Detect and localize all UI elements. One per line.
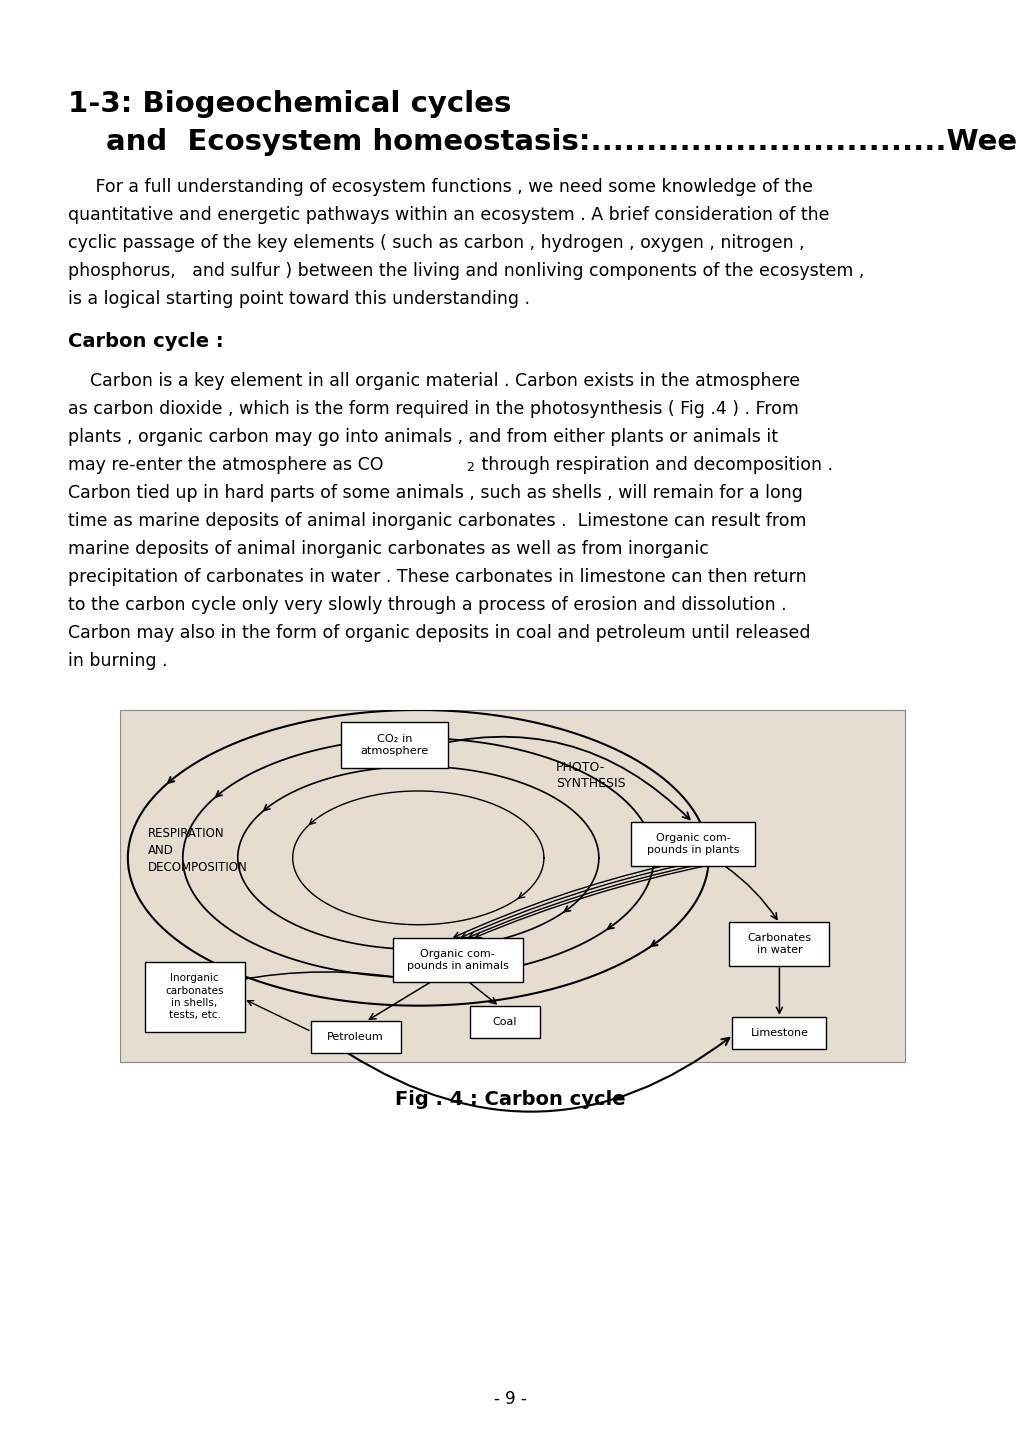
Text: Petroleum: Petroleum [327,1031,383,1041]
Text: time as marine deposits of animal inorganic carbonates .  Limestone can result f: time as marine deposits of animal inorga… [68,512,806,531]
Text: RESPIRATION
AND
DECOMPOSITION: RESPIRATION AND DECOMPOSITION [148,828,247,874]
Text: may re-enter the atmosphere as CO: may re-enter the atmosphere as CO [68,456,383,474]
Text: For a full understanding of ecosystem functions , we need some knowledge of the: For a full understanding of ecosystem fu… [68,177,812,196]
Text: quantitative and energetic pathways within an ecosystem . A brief consideration : quantitative and energetic pathways with… [68,206,828,224]
FancyBboxPatch shape [469,1005,539,1038]
Text: Fig . 4 : Carbon cycle: Fig . 4 : Carbon cycle [394,1090,625,1109]
Text: phosphorus,   and sulfur ) between the living and nonliving components of the ec: phosphorus, and sulfur ) between the liv… [68,262,863,280]
Text: through respiration and decomposition .: through respiration and decomposition . [476,456,833,474]
Text: Organic com-
pounds in plants: Organic com- pounds in plants [646,832,739,855]
Text: Inorganic
carbonates
in shells,
tests, etc.: Inorganic carbonates in shells, tests, e… [165,973,223,1021]
Text: Organic com-
pounds in animals: Organic com- pounds in animals [407,949,508,970]
Text: cyclic passage of the key elements ( such as carbon , hydrogen , oxygen , nitrog: cyclic passage of the key elements ( suc… [68,234,804,252]
Text: Coal: Coal [492,1017,517,1027]
FancyBboxPatch shape [120,709,904,1061]
Text: Carbon tied up in hard parts of some animals , such as shells , will remain for : Carbon tied up in hard parts of some ani… [68,485,802,502]
Text: Carbon may also in the form of organic deposits in coal and petroleum until rele: Carbon may also in the form of organic d… [68,624,810,642]
FancyBboxPatch shape [631,822,754,865]
FancyBboxPatch shape [310,1021,400,1053]
FancyBboxPatch shape [341,722,447,769]
FancyBboxPatch shape [392,937,522,982]
Text: 1-3: Biogeochemical cycles: 1-3: Biogeochemical cycles [68,89,511,118]
Text: Carbonates
in water: Carbonates in water [747,933,810,955]
Text: - 9 -: - 9 - [493,1390,526,1407]
FancyBboxPatch shape [732,1017,825,1048]
Text: marine deposits of animal inorganic carbonates as well as from inorganic: marine deposits of animal inorganic carb… [68,539,708,558]
FancyBboxPatch shape [145,962,245,1032]
Text: as carbon dioxide , which is the form required in the photosynthesis ( Fig .4 ) : as carbon dioxide , which is the form re… [68,399,798,418]
Text: to the carbon cycle only very slowly through a process of erosion and dissolutio: to the carbon cycle only very slowly thr… [68,596,786,614]
Text: CO₂ in
atmosphere: CO₂ in atmosphere [361,734,428,757]
Text: Limestone: Limestone [750,1028,808,1038]
Text: in burning .: in burning . [68,652,167,671]
Text: Carbon is a key element in all organic material . Carbon exists in the atmospher: Carbon is a key element in all organic m… [68,372,799,389]
Text: PHOTO-
SYNTHESIS: PHOTO- SYNTHESIS [555,760,625,790]
Text: and  Ecosystem homeostasis:................................Week 4: and Ecosystem homeostasis:..............… [106,128,1019,156]
FancyBboxPatch shape [729,921,828,966]
Text: 2: 2 [466,461,474,474]
Text: is a logical starting point toward this understanding .: is a logical starting point toward this … [68,290,530,309]
Text: Carbon cycle :: Carbon cycle : [68,332,223,350]
Text: plants , organic carbon may go into animals , and from either plants or animals : plants , organic carbon may go into anim… [68,428,777,446]
Text: precipitation of carbonates in water . These carbonates in limestone can then re: precipitation of carbonates in water . T… [68,568,806,585]
